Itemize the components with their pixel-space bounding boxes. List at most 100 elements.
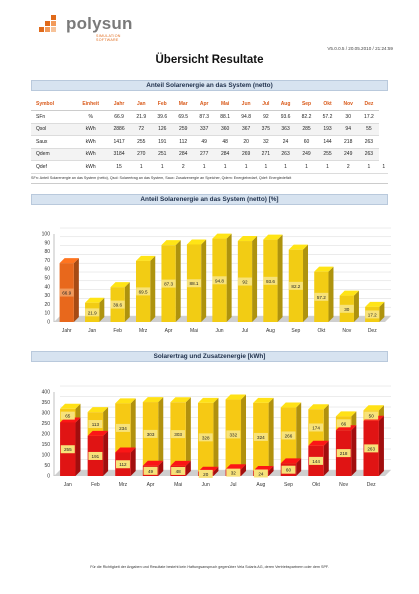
data-label: 191	[88, 451, 103, 460]
data-label-box	[281, 465, 296, 474]
table-cell: 87.3	[193, 110, 215, 124]
data-label-text: 174	[312, 425, 320, 430]
data-label: 57.2	[314, 292, 329, 301]
data-label-text: 49	[148, 469, 154, 474]
table-cell: 32	[256, 135, 276, 149]
data-label: 174	[309, 423, 324, 432]
data-label-box	[336, 449, 351, 458]
polysun-logo-mark	[39, 15, 56, 32]
data-label-box	[253, 432, 268, 441]
data-label: 303	[143, 429, 158, 438]
table-header-cell: Dez	[358, 98, 380, 111]
bar-top-9-top	[308, 404, 329, 410]
y-tick-label: 50	[44, 276, 50, 282]
x-tick-label: Feb	[113, 328, 122, 334]
data-label-box	[364, 411, 379, 420]
results-table: Symbol Einheit Jahr Jan Feb Mar Apr Mai Jun Jul Au…	[31, 98, 388, 174]
table-cell: 259	[172, 123, 194, 136]
data-label-box	[314, 292, 329, 301]
bar-top-6-top	[225, 394, 247, 400]
data-label-box	[187, 279, 202, 288]
table-cell: 249	[296, 148, 318, 161]
table-header-cell: Symbol	[31, 98, 74, 111]
table-header-cell: Jahr	[107, 98, 131, 111]
x-tick-label: Aug	[256, 482, 265, 488]
y-tick-label: 100	[42, 232, 51, 238]
bar-bottom-5-side	[213, 466, 219, 476]
bar-bottom-11-side	[378, 415, 384, 476]
data-label-box	[253, 469, 268, 478]
x-tick-label: Nov	[342, 328, 351, 334]
data-label-box	[60, 445, 75, 454]
data-label-box	[115, 423, 130, 432]
table-cell: 1	[379, 160, 388, 174]
y-tick-label: 200	[42, 432, 51, 438]
table-cell: 82.2	[296, 110, 318, 124]
bar-bottom-9-side	[323, 440, 329, 476]
bar-5-top	[186, 239, 207, 245]
data-label-box	[143, 429, 158, 438]
bar-10-side	[328, 266, 334, 322]
table-cell: 144	[317, 135, 338, 149]
table-cell: 218	[337, 135, 359, 149]
table-body: SFn% 66.9 21.9 39.6 69.5 87.3 88.1 94.8 92 93.6 82…	[31, 110, 388, 174]
data-label-box	[309, 423, 324, 432]
table-cell: 337	[193, 123, 215, 136]
version-timestamp: V5.0.0.5 / 20.05.2010 / 21:24:59	[327, 46, 393, 51]
data-label-box	[339, 304, 354, 313]
table-header-cell: Jan	[130, 98, 152, 111]
data-label: 263	[364, 444, 379, 453]
bar-7-top	[237, 236, 258, 242]
data-label: 324	[253, 432, 268, 441]
data-label-text: 93.6	[266, 279, 275, 284]
data-label-text: 66.9	[62, 291, 71, 296]
data-label: 69.5	[136, 287, 151, 296]
bar-top-8-side	[296, 402, 302, 464]
data-label: 50	[364, 411, 379, 420]
data-label-text: 332	[229, 432, 237, 437]
data-label: 328	[198, 433, 213, 442]
table-cell: 367	[235, 123, 257, 136]
bar-3-top	[135, 255, 156, 261]
data-label-text: 112	[119, 462, 127, 467]
data-label-text: 324	[257, 435, 265, 440]
table-header-cell: Nov	[337, 98, 359, 111]
table-header-cell: Mai	[214, 98, 236, 111]
data-label-text: 87.3	[164, 282, 173, 287]
x-tick-label: Nov	[339, 482, 348, 488]
data-label-text: 32	[231, 471, 237, 476]
data-label: 218	[336, 449, 351, 458]
data-label-box	[143, 466, 158, 475]
data-label: 303	[171, 430, 186, 439]
data-label-text: 39.6	[113, 303, 122, 308]
table-cell: 249	[337, 148, 359, 161]
x-tick-label: Mai	[190, 328, 198, 334]
y-tick-label: 70	[44, 258, 50, 264]
bar-6-top	[212, 233, 232, 239]
bar-bottom-3-top	[142, 460, 164, 466]
table-cell: 3184	[107, 148, 131, 161]
data-label-text: 266	[285, 433, 293, 438]
data-label-box	[237, 277, 252, 286]
data-label-text: 24	[258, 471, 264, 476]
table-cell: Qdef	[31, 160, 74, 174]
table-cell: 1417	[107, 135, 131, 149]
data-label-text: 57.2	[317, 295, 326, 300]
bar-9-top	[288, 244, 309, 250]
data-label-text: 263	[367, 446, 375, 451]
bar-bottom-7-side	[268, 465, 274, 476]
bar-top-6-side	[241, 394, 247, 470]
table-cell: 39.6	[151, 110, 173, 124]
x-tick-label: Sep	[291, 328, 300, 334]
data-label-text: 17.2	[368, 312, 377, 317]
data-label: 48	[171, 466, 186, 475]
y-tick-label: 30	[44, 293, 50, 299]
table-cell: 284	[172, 148, 194, 161]
table-cell: Qdem	[31, 148, 74, 161]
y-tick-label: 40	[44, 284, 50, 290]
table-cell: 20	[235, 135, 257, 149]
x-tick-label: Dez	[367, 482, 376, 488]
bar-5-side	[201, 239, 207, 322]
table-cell: 1	[358, 160, 380, 174]
chart-floor	[54, 470, 391, 476]
